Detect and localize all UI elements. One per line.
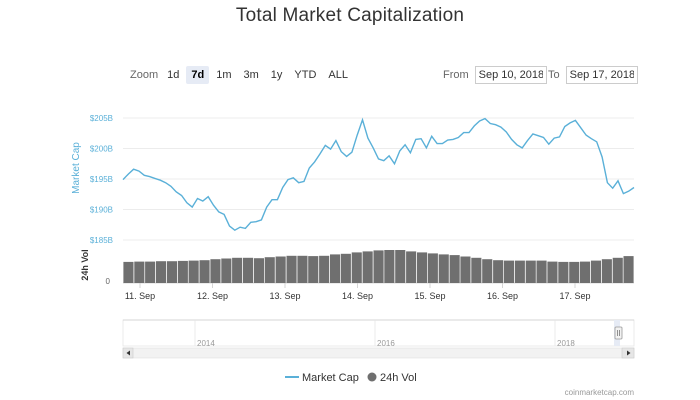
- volume-bar: [243, 257, 254, 283]
- volume-bar: [145, 261, 156, 283]
- x-axis-ticks: 11. Sep 12. Sep 13. Sep 14. Sep 15. Sep 16. S…: [125, 283, 591, 301]
- y-axis-title: Market Cap: [71, 142, 82, 194]
- volume-bar: [177, 260, 188, 283]
- volume-bar: [384, 250, 395, 283]
- navigator-year-label: 2014: [197, 339, 215, 348]
- x-tick-label: 12. Sep: [197, 291, 228, 301]
- volume-bar: [427, 253, 438, 283]
- volume-bar: [351, 252, 362, 283]
- volume-bar: [612, 257, 623, 283]
- navigator-labels: 2014 2016 2018: [194, 320, 575, 348]
- zoom-all-button[interactable]: ALL: [328, 69, 348, 81]
- credit-link[interactable]: coinmarketcap.com: [564, 388, 634, 397]
- x-tick-label: 11. Sep: [125, 291, 155, 301]
- volume-bar: [319, 255, 330, 283]
- volume-bars: [123, 250, 634, 283]
- volume-bar: [514, 260, 525, 283]
- market-cap-line: [122, 117, 635, 232]
- volume-bar: [210, 259, 221, 283]
- volume-bar: [308, 256, 319, 283]
- zoom-bar: Zoom 1d 7d 1m 3m 1y YTD ALL: [130, 66, 355, 84]
- volume-bar: [264, 257, 275, 283]
- zoom-1d-button[interactable]: 1d: [167, 69, 180, 81]
- volume-bar: [156, 261, 167, 283]
- volume-bar: [188, 260, 199, 283]
- date-from-input[interactable]: [474, 66, 547, 84]
- volume-bar: [166, 261, 177, 283]
- zoom-1y-button[interactable]: 1y: [270, 69, 283, 81]
- volume-bar: [134, 261, 145, 283]
- zoom-label: Zoom: [130, 69, 159, 81]
- y-tick-label: $185B: [90, 236, 113, 245]
- zoom-ytd-button[interactable]: YTD: [294, 69, 317, 81]
- volume-bar: [417, 252, 428, 283]
- chart-title: Total Market Capitalization: [235, 5, 465, 26]
- volume-bar: [438, 254, 449, 283]
- volume-bar: [199, 260, 210, 283]
- volume-bar: [373, 250, 384, 283]
- navigator-scrollbar[interactable]: [122, 347, 635, 359]
- volume-bar: [221, 258, 232, 283]
- volume-bar: [362, 251, 373, 283]
- volume-bar: [123, 261, 134, 283]
- volume-bar: [503, 260, 514, 283]
- volume-bar: [590, 260, 601, 283]
- volume-bar: [330, 254, 341, 283]
- volume-bar: [493, 260, 504, 283]
- date-to-group: To: [548, 66, 638, 84]
- legend-item-volume[interactable]: 24h Vol: [367, 372, 417, 384]
- navigator-area[interactable]: [122, 319, 635, 347]
- x-tick-label: 13. Sep: [269, 291, 300, 301]
- volume-bar: [275, 256, 286, 283]
- volume-axis-tick-0: 0: [106, 277, 111, 286]
- volume-bar: [482, 259, 493, 283]
- navigator-handle[interactable]: [614, 326, 623, 340]
- date-from-group: From: [443, 66, 547, 84]
- volume-bar: [547, 261, 558, 283]
- zoom-3m-button[interactable]: 3m: [243, 69, 259, 81]
- volume-bar: [536, 260, 547, 283]
- volume-bar: [286, 255, 297, 283]
- volume-bar: [471, 257, 482, 283]
- zoom-1m-button[interactable]: 1m: [216, 69, 232, 81]
- y-tick-label: $205B: [90, 114, 113, 123]
- volume-bar: [340, 253, 351, 283]
- legend-circle-icon: [367, 372, 377, 382]
- volume-bar: [297, 255, 308, 283]
- date-from-label: From: [443, 69, 469, 81]
- volume-bar: [569, 261, 580, 283]
- x-tick-label: 14. Sep: [342, 291, 373, 301]
- navigator-year-label: 2016: [377, 339, 395, 348]
- arrow-left-icon: [126, 350, 130, 356]
- y-tick-label: $195B: [90, 175, 113, 184]
- y-axis-ticks: $185B $190B $195B $200B $205B: [90, 114, 113, 245]
- y-tick-label: $190B: [90, 206, 113, 215]
- navigator-year-label: 2018: [557, 339, 575, 348]
- date-to-label: To: [548, 69, 560, 81]
- x-tick-label: 16. Sep: [487, 291, 518, 301]
- legend-label-volume: 24h Vol: [380, 372, 417, 384]
- legend-item-market-cap[interactable]: Market Cap: [285, 372, 359, 384]
- arrow-right-icon: [627, 350, 631, 356]
- volume-bar: [449, 255, 460, 283]
- volume-bar: [253, 258, 264, 283]
- volume-bar: [406, 251, 417, 283]
- volume-axis-title: 24h Vol: [80, 249, 90, 280]
- legend-label-market-cap: Market Cap: [302, 372, 359, 384]
- volume-bar: [623, 256, 634, 283]
- volume-bar: [601, 259, 612, 283]
- y-tick-label: $200B: [90, 145, 113, 154]
- x-tick-label: 17. Sep: [559, 291, 590, 301]
- volume-bar: [525, 260, 536, 283]
- volume-bar: [580, 261, 591, 283]
- volume-bar: [558, 261, 569, 283]
- x-tick-label: 15. Sep: [414, 291, 445, 301]
- volume-bar: [232, 257, 243, 283]
- zoom-7d-button[interactable]: 7d: [186, 66, 210, 84]
- volume-bar: [395, 250, 406, 283]
- date-to-input[interactable]: [565, 66, 638, 84]
- volume-bar: [460, 256, 471, 283]
